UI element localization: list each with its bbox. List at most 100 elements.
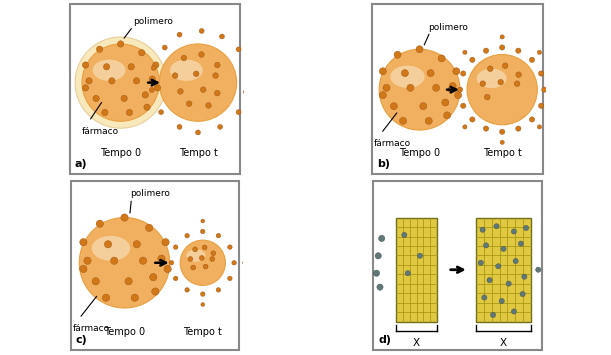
Circle shape <box>150 88 155 92</box>
Circle shape <box>200 87 206 92</box>
Circle shape <box>159 110 164 115</box>
Circle shape <box>210 257 215 261</box>
Bar <box>396 218 437 322</box>
Circle shape <box>163 45 167 50</box>
FancyBboxPatch shape <box>372 4 543 174</box>
Ellipse shape <box>170 60 203 81</box>
Circle shape <box>542 87 547 92</box>
Text: polimero: polimero <box>130 190 170 198</box>
Ellipse shape <box>390 66 425 88</box>
Circle shape <box>481 295 487 300</box>
Circle shape <box>199 52 204 57</box>
Circle shape <box>537 50 541 54</box>
Circle shape <box>201 302 205 306</box>
Circle shape <box>529 57 535 62</box>
Circle shape <box>82 62 89 68</box>
Circle shape <box>206 103 211 108</box>
Circle shape <box>379 68 386 75</box>
Text: X: X <box>413 338 420 348</box>
Circle shape <box>97 46 103 53</box>
Circle shape <box>111 257 118 264</box>
Circle shape <box>379 92 386 99</box>
Circle shape <box>394 51 401 58</box>
Bar <box>475 218 532 322</box>
Circle shape <box>96 220 103 227</box>
Circle shape <box>375 253 381 259</box>
Text: fármaco: fármaco <box>72 324 109 333</box>
Circle shape <box>196 130 200 135</box>
Circle shape <box>458 87 463 92</box>
FancyBboxPatch shape <box>70 181 240 350</box>
Ellipse shape <box>477 69 507 88</box>
Circle shape <box>84 257 91 264</box>
Circle shape <box>407 84 414 91</box>
Circle shape <box>214 90 220 96</box>
Text: Tempo t: Tempo t <box>483 148 522 158</box>
Circle shape <box>159 261 163 265</box>
Circle shape <box>442 99 449 106</box>
Circle shape <box>500 35 504 39</box>
Circle shape <box>498 80 503 85</box>
Circle shape <box>483 48 489 53</box>
Circle shape <box>79 265 87 273</box>
Circle shape <box>181 55 187 61</box>
Circle shape <box>511 309 516 314</box>
Circle shape <box>502 63 508 69</box>
Circle shape <box>480 227 485 232</box>
Circle shape <box>169 261 174 265</box>
Circle shape <box>219 34 224 39</box>
Circle shape <box>218 125 222 129</box>
Circle shape <box>536 267 541 272</box>
Circle shape <box>453 68 460 75</box>
Circle shape <box>133 241 141 248</box>
Ellipse shape <box>159 44 236 121</box>
Circle shape <box>101 109 108 116</box>
Circle shape <box>244 89 249 94</box>
Text: d): d) <box>378 334 391 344</box>
Ellipse shape <box>75 37 166 128</box>
Circle shape <box>155 85 161 91</box>
Circle shape <box>236 110 241 115</box>
Circle shape <box>139 50 145 56</box>
Circle shape <box>142 92 148 98</box>
Circle shape <box>529 117 535 122</box>
Circle shape <box>186 101 192 106</box>
Circle shape <box>377 284 383 290</box>
Circle shape <box>228 245 232 249</box>
Circle shape <box>178 89 183 94</box>
Circle shape <box>104 241 112 248</box>
Circle shape <box>194 71 199 77</box>
Circle shape <box>513 258 518 264</box>
Circle shape <box>518 241 524 246</box>
Circle shape <box>131 294 139 301</box>
Circle shape <box>416 46 423 53</box>
Circle shape <box>524 225 529 231</box>
Circle shape <box>499 299 504 304</box>
Circle shape <box>538 103 544 108</box>
Circle shape <box>390 103 397 110</box>
Circle shape <box>211 251 216 256</box>
Circle shape <box>383 84 390 91</box>
Circle shape <box>185 233 189 238</box>
Text: polimero: polimero <box>428 23 468 32</box>
Circle shape <box>401 70 408 77</box>
Circle shape <box>172 73 178 78</box>
Circle shape <box>553 88 557 92</box>
Circle shape <box>177 32 182 37</box>
Circle shape <box>79 239 87 246</box>
Circle shape <box>121 214 128 221</box>
Circle shape <box>461 71 466 76</box>
Text: fármaco: fármaco <box>374 139 411 148</box>
Circle shape <box>537 125 541 129</box>
Circle shape <box>92 278 100 285</box>
Circle shape <box>128 64 134 70</box>
Circle shape <box>109 78 115 84</box>
Circle shape <box>144 104 150 110</box>
Circle shape <box>463 50 467 54</box>
Circle shape <box>516 48 521 53</box>
Circle shape <box>487 278 492 283</box>
Circle shape <box>133 78 140 84</box>
Circle shape <box>494 224 499 229</box>
Text: c): c) <box>76 334 87 344</box>
Ellipse shape <box>92 236 130 261</box>
